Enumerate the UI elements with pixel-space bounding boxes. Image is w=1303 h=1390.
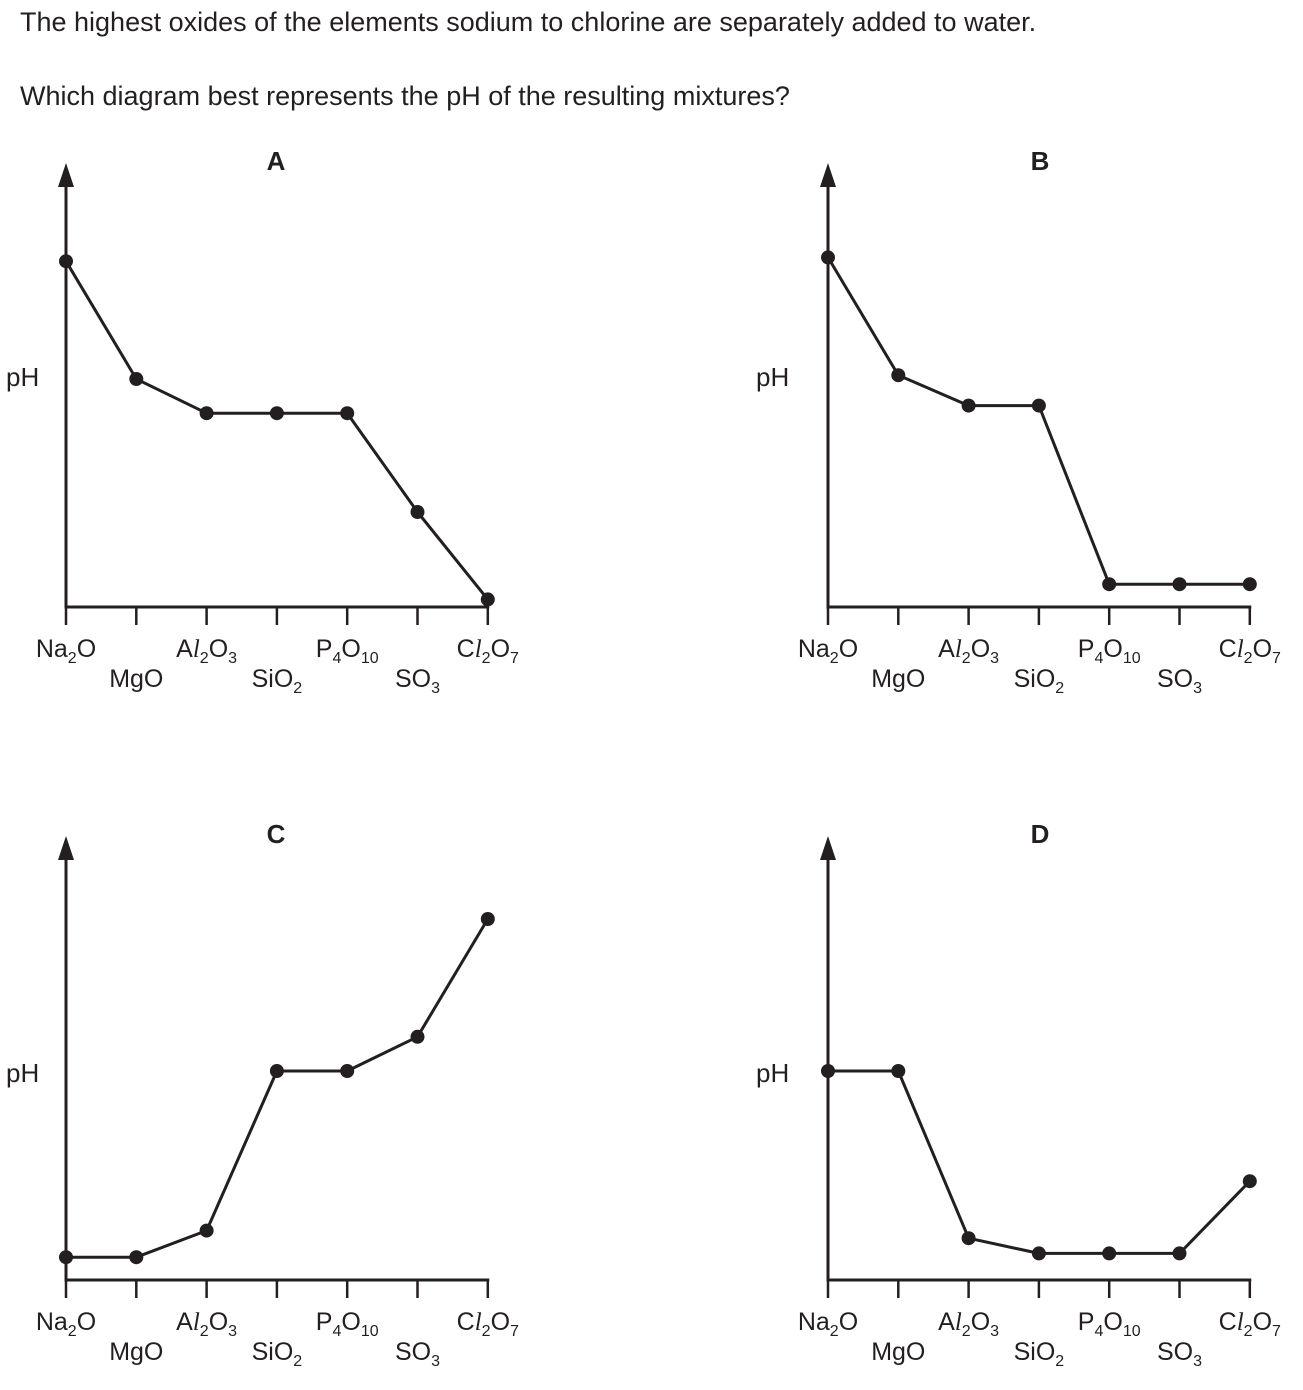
chart-title: B <box>1031 146 1050 176</box>
series-line <box>828 1069 1251 1255</box>
data-point <box>199 1223 214 1238</box>
data-point <box>821 1064 835 1078</box>
y-axis-arrow <box>58 163 74 187</box>
tick-label: SO3 <box>1157 665 1202 697</box>
tick-label: Cl2O7 <box>1219 1308 1281 1340</box>
tick-label: Na2O <box>36 635 96 667</box>
chart-title: D <box>1031 819 1050 849</box>
tick-label: Al2O3 <box>176 1308 237 1340</box>
y-axis-arrow <box>820 836 836 860</box>
tick-label: P4O10 <box>1078 635 1141 667</box>
tick-label: Na2O <box>798 1308 858 1340</box>
data-point <box>961 1231 976 1246</box>
y-axis-arrow <box>58 836 74 860</box>
tick-label: P4O10 <box>1078 1308 1141 1340</box>
y-axis-arrow <box>820 163 836 187</box>
tick-label: Al2O3 <box>176 635 237 667</box>
data-point <box>961 398 976 413</box>
data-point <box>480 912 495 926</box>
data-point <box>59 1250 73 1265</box>
chart-title: A <box>267 146 286 176</box>
data-point <box>59 254 73 269</box>
tick-label: MgO <box>109 665 163 693</box>
chart-a: ApH Na2O MgO Al2O3 SiO2 P4O10 SO3 Cl2O7 <box>6 146 519 697</box>
data-point <box>129 1250 144 1265</box>
series-line <box>826 256 1250 586</box>
tick-label: Al2O3 <box>938 1308 999 1340</box>
data-point <box>1102 577 1117 592</box>
tick-label: Na2O <box>36 1308 96 1340</box>
data-point <box>891 368 906 383</box>
tick-label: SO3 <box>395 665 440 697</box>
data-point <box>269 406 284 421</box>
data-point <box>129 372 144 386</box>
data-point <box>199 406 214 421</box>
data-point <box>1172 577 1187 592</box>
tick-label: SiO2 <box>1014 1338 1065 1370</box>
tick-label: Cl2O7 <box>1219 635 1281 667</box>
data-point <box>340 406 355 421</box>
tick-label: Cl2O7 <box>457 1308 519 1340</box>
series-line <box>64 260 489 601</box>
y-axis-label: pH <box>6 362 39 392</box>
chart-title: C <box>267 819 286 849</box>
y-axis-label: pH <box>756 1058 789 1088</box>
tick-label: Al2O3 <box>938 635 999 667</box>
data-point <box>410 1029 425 1044</box>
tick-label: SO3 <box>1157 1338 1202 1370</box>
tick-label: SiO2 <box>252 1338 303 1370</box>
tick-label: Cl2O7 <box>457 635 519 667</box>
tick-label: SiO2 <box>1014 665 1065 697</box>
tick-label: P4O10 <box>316 635 379 667</box>
question-prompt: Which diagram best represents the pH of … <box>20 81 790 111</box>
y-axis-label: pH <box>6 1058 39 1088</box>
data-point <box>1242 1174 1257 1189</box>
data-point <box>1102 1246 1117 1261</box>
data-point <box>340 1064 355 1078</box>
data-point <box>891 1064 906 1078</box>
tick-label: MgO <box>871 665 925 693</box>
data-point <box>480 592 495 607</box>
tick-label: SiO2 <box>252 665 303 697</box>
data-point <box>269 1064 284 1078</box>
chart-b: BpH Na2O MgO Al2O3 SiO2 P4O10 SO3 Cl2O7 <box>756 146 1281 697</box>
data-point <box>1031 398 1046 413</box>
tick-label: MgO <box>109 1338 163 1366</box>
question-text: The highest oxides of the elements sodiu… <box>20 7 1037 37</box>
tick-label: MgO <box>871 1338 925 1366</box>
data-point <box>1242 577 1257 592</box>
data-point <box>821 250 835 265</box>
data-point <box>1031 1246 1046 1261</box>
series-line <box>66 918 490 1259</box>
data-point <box>410 505 425 519</box>
chart-d: DpH Na2O MgO Al2O3 SiO2 P4O10 SO3 Cl2O7 <box>756 819 1281 1370</box>
tick-label: P4O10 <box>316 1308 379 1340</box>
tick-label: Na2O <box>798 635 858 667</box>
y-axis-label: pH <box>756 362 789 392</box>
tick-label: SO3 <box>395 1338 440 1370</box>
chart-c: CpH Na2O MgO Al2O3 SiO2 P4O10 SO3 Cl2O7 <box>6 819 519 1370</box>
data-point <box>1172 1246 1187 1261</box>
